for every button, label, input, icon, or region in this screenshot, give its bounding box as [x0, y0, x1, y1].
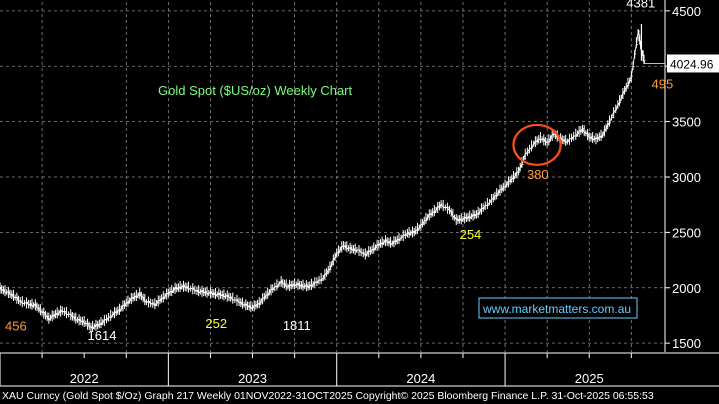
footer-text: XAU Curncy (Gold Spot $/Oz) Graph 217 We…: [2, 390, 654, 402]
chart-title: Gold Spot ($US/oz) Weekly Chart: [158, 83, 352, 98]
y-tick-label: 3500: [672, 115, 701, 130]
annotations: 456 1614 252 1811 254 380 4381 495: [5, 0, 673, 343]
x-tick-label: 2023: [238, 371, 267, 386]
y-tick-label: 1500: [672, 336, 701, 351]
x-tick-label: 2022: [70, 371, 99, 386]
highlight-ellipse: [512, 123, 562, 166]
annotation-label: 380: [527, 167, 549, 182]
y-axis-ticks: 1500 2000 2500 3000 3500 4500: [664, 0, 701, 352]
last-price-value: 4024.96: [670, 57, 714, 71]
highlight-ellipse-shape: [512, 123, 562, 166]
y-tick-label: 2000: [672, 281, 701, 296]
last-price-marker: 4024.96: [644, 54, 719, 73]
grid-lines: [0, 2, 665, 352]
y-tick-label: 3000: [672, 170, 701, 185]
annotation-label: 4381: [626, 0, 655, 11]
y-tick-label: 2500: [672, 225, 701, 240]
x-axis: 2022 2023 2024 2025: [0, 352, 719, 387]
price-series: [0, 24, 646, 332]
annotation-label: 495: [652, 76, 674, 91]
x-tick-label: 2024: [406, 371, 435, 386]
y-tick-label: 4500: [672, 4, 701, 19]
last-price-box: [667, 54, 719, 73]
annotation-label: 254: [460, 227, 482, 242]
watermark-box[interactable]: www.marketmatters.com.au: [478, 297, 638, 319]
annotation-label: 1811: [283, 318, 311, 333]
watermark-link[interactable]: www.marketmatters.com.au: [482, 302, 631, 316]
annotation-label: 252: [205, 316, 227, 331]
annotation-label: 456: [5, 318, 27, 333]
price-line: [0, 31, 646, 329]
x-tick-label: 2025: [575, 371, 604, 386]
annotation-label: 1614: [88, 328, 117, 343]
